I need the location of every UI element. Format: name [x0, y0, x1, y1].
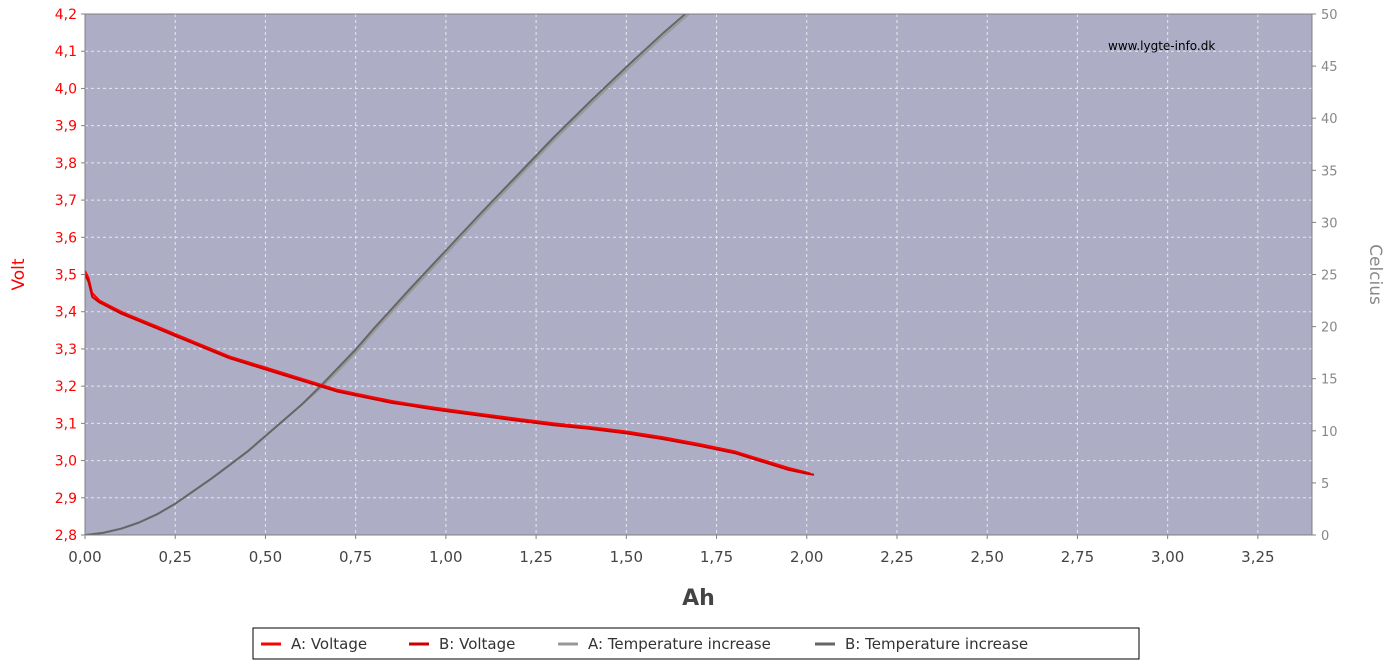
x-tick-label: 1,25 — [519, 548, 552, 566]
left-tick-label: 2,9 — [55, 491, 77, 507]
left-axis: 2,8 2,9 3,0 3,1 3,2 3,3 3,4 3,5 3,6 3,7 3,8 3,9 4,0 4… — [55, 7, 85, 544]
y-axis-label-right: Celcius — [1365, 244, 1385, 305]
left-tick-label: 4,0 — [55, 81, 77, 97]
legend-entry: A: Temperature increase — [588, 635, 771, 653]
left-tick-label: 3,9 — [55, 119, 77, 135]
x-tick-label: 0,75 — [339, 548, 372, 566]
x-tick-label: 0,00 — [68, 548, 101, 566]
watermark: www.lygte-info.dk — [1108, 39, 1215, 53]
legend-entry: B: Temperature increase — [845, 635, 1028, 653]
right-tick-label: 50 — [1321, 8, 1338, 23]
series-line-0 — [85, 270, 811, 475]
right-tick-label: 45 — [1321, 60, 1338, 75]
series-line-3 — [85, 14, 687, 535]
left-tick-label: 2,8 — [55, 528, 77, 544]
right-tick-label: 15 — [1321, 373, 1338, 388]
right-tick-label: 25 — [1321, 269, 1338, 284]
left-tick-label: 3,6 — [55, 230, 77, 246]
x-tick-label: 0,50 — [249, 548, 282, 566]
x-tick-label: 2,00 — [790, 548, 823, 566]
right-tick-label: 0 — [1321, 529, 1329, 544]
legend-box — [252, 627, 1140, 660]
right-tick-label: 30 — [1321, 216, 1338, 231]
left-tick-label: 3,2 — [55, 379, 77, 395]
x-tick-label: 0,25 — [159, 548, 192, 566]
left-tick-label: 3,7 — [55, 193, 77, 209]
right-tick-label: 35 — [1321, 164, 1338, 179]
right-tick-label: 40 — [1321, 112, 1338, 127]
x-tick-label: 3,25 — [1241, 548, 1274, 566]
series-layer — [85, 14, 815, 535]
left-tick-label: 3,1 — [55, 416, 77, 432]
left-tick-label: 3,4 — [55, 305, 77, 321]
x-tick-label: 1,00 — [429, 548, 462, 566]
x-axis-label: Ah — [682, 586, 715, 611]
x-tick-label: 1,75 — [700, 548, 733, 566]
x-tick-label: 2,25 — [880, 548, 913, 566]
x-tick-label: 1,50 — [610, 548, 643, 566]
right-tick-label: 20 — [1321, 321, 1338, 336]
series-line-1 — [85, 274, 815, 476]
left-tick-label: 4,2 — [55, 7, 77, 23]
x-tick-label: 2,50 — [971, 548, 1004, 566]
left-tick-label: 3,0 — [55, 454, 77, 470]
x-tick-label: 2,75 — [1061, 548, 1094, 566]
left-tick-label: 3,3 — [55, 342, 77, 358]
legend: A: Voltage B: Voltage A: Temperature incre… — [252, 627, 1140, 660]
x-tick-label: 3,00 — [1151, 548, 1184, 566]
legend-entry: B: Voltage — [439, 635, 515, 653]
left-tick-label: 3,8 — [55, 156, 77, 172]
right-tick-label: 10 — [1321, 425, 1338, 440]
right-axis: 0 5 10 15 20 25 30 35 40 45 50 — [1312, 8, 1338, 544]
y-axis-label-left: Volt — [9, 258, 29, 290]
x-axis: 0,00 0,25 0,50 0,75 1,00 1,25 1,50 1,75 2,00 2,25… — [68, 535, 1275, 566]
legend-entry: A: Voltage — [291, 635, 367, 653]
left-tick-label: 3,5 — [55, 268, 77, 284]
left-tick-label: 4,1 — [55, 44, 77, 60]
right-tick-label: 5 — [1321, 477, 1329, 492]
